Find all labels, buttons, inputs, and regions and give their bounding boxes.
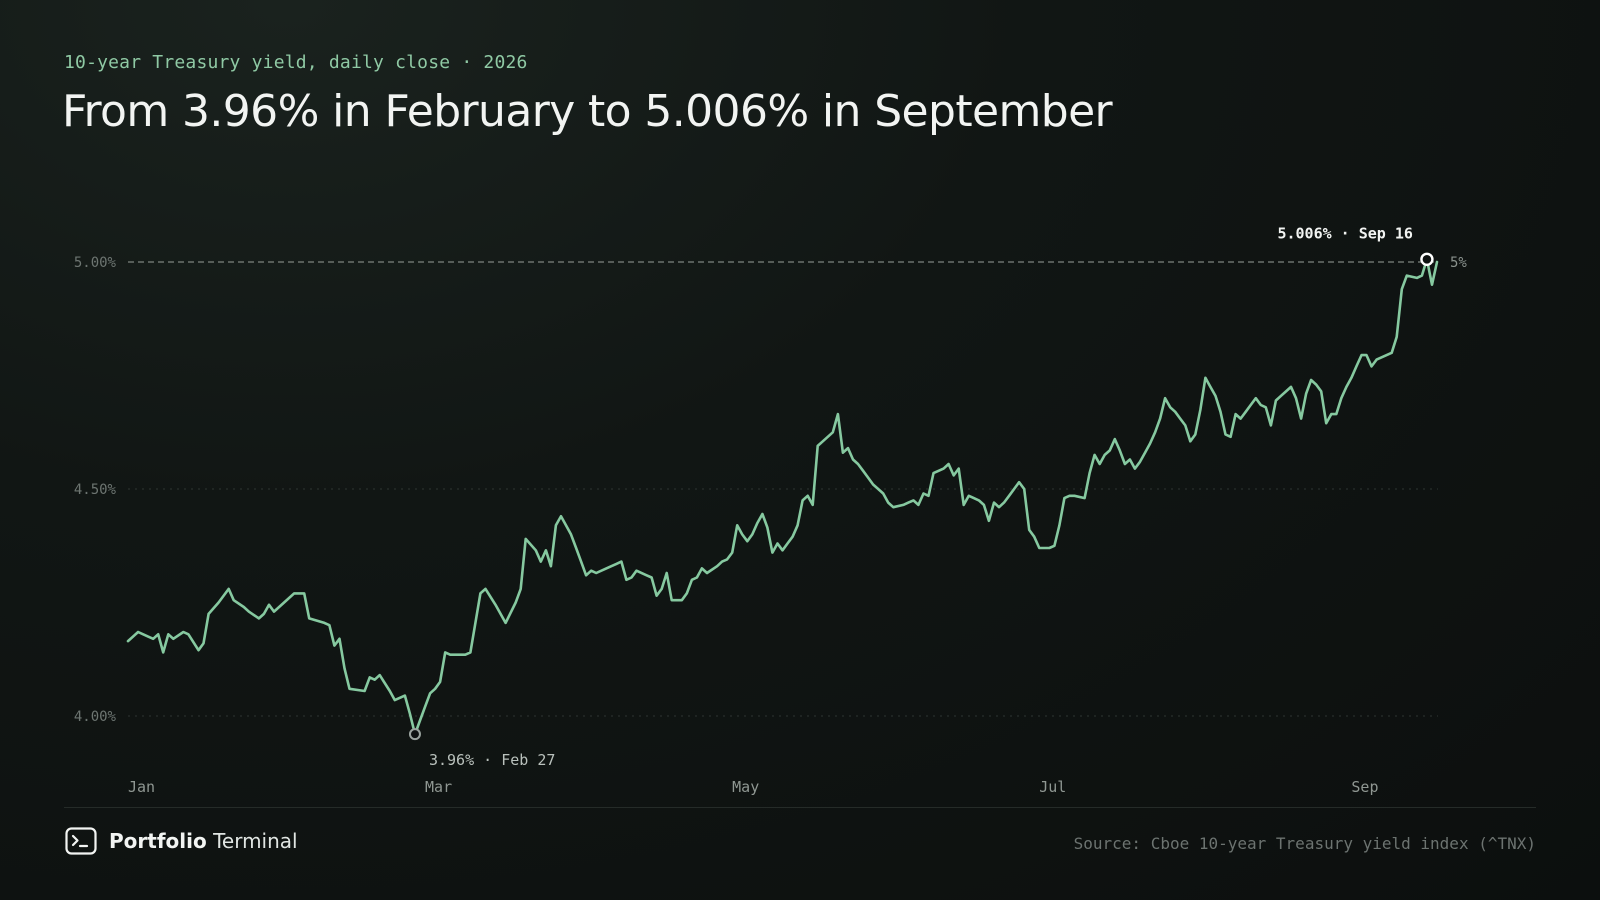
terminal-icon <box>65 827 97 855</box>
y-tick-label: 4.00% <box>74 709 117 725</box>
brand-name-strong: Portfolio <box>109 829 207 853</box>
x-tick-label: Jul <box>1039 778 1066 796</box>
x-tick-label: Jan <box>128 778 155 796</box>
x-tick-label: Mar <box>425 778 452 796</box>
reference-line-label: 5% <box>1450 255 1467 271</box>
brand-name-light: Terminal <box>213 829 298 853</box>
high-point-label: 5.006% · Sep 16 <box>1277 224 1412 242</box>
high-point-marker <box>1420 252 1434 266</box>
low-point-marker <box>408 728 421 741</box>
footer-divider <box>64 807 1536 808</box>
yield-series-line <box>126 258 1439 736</box>
chart-title: From 3.96% in February to 5.006% in Sept… <box>62 86 1113 137</box>
brand-name: Portfolio Terminal <box>109 829 298 853</box>
chart-subtitle: 10-year Treasury yield, daily close · 20… <box>64 52 528 73</box>
brand-logo: Portfolio Terminal <box>65 827 298 855</box>
low-point-label: 3.96% · Feb 27 <box>429 751 555 769</box>
source-note: Source: Cboe 10-year Treasury yield inde… <box>1073 834 1536 853</box>
x-tick-label: Sep <box>1351 778 1378 796</box>
y-tick-label: 4.50% <box>74 482 117 498</box>
y-tick-label: 5.00% <box>74 255 117 271</box>
x-tick-label: May <box>732 778 759 796</box>
